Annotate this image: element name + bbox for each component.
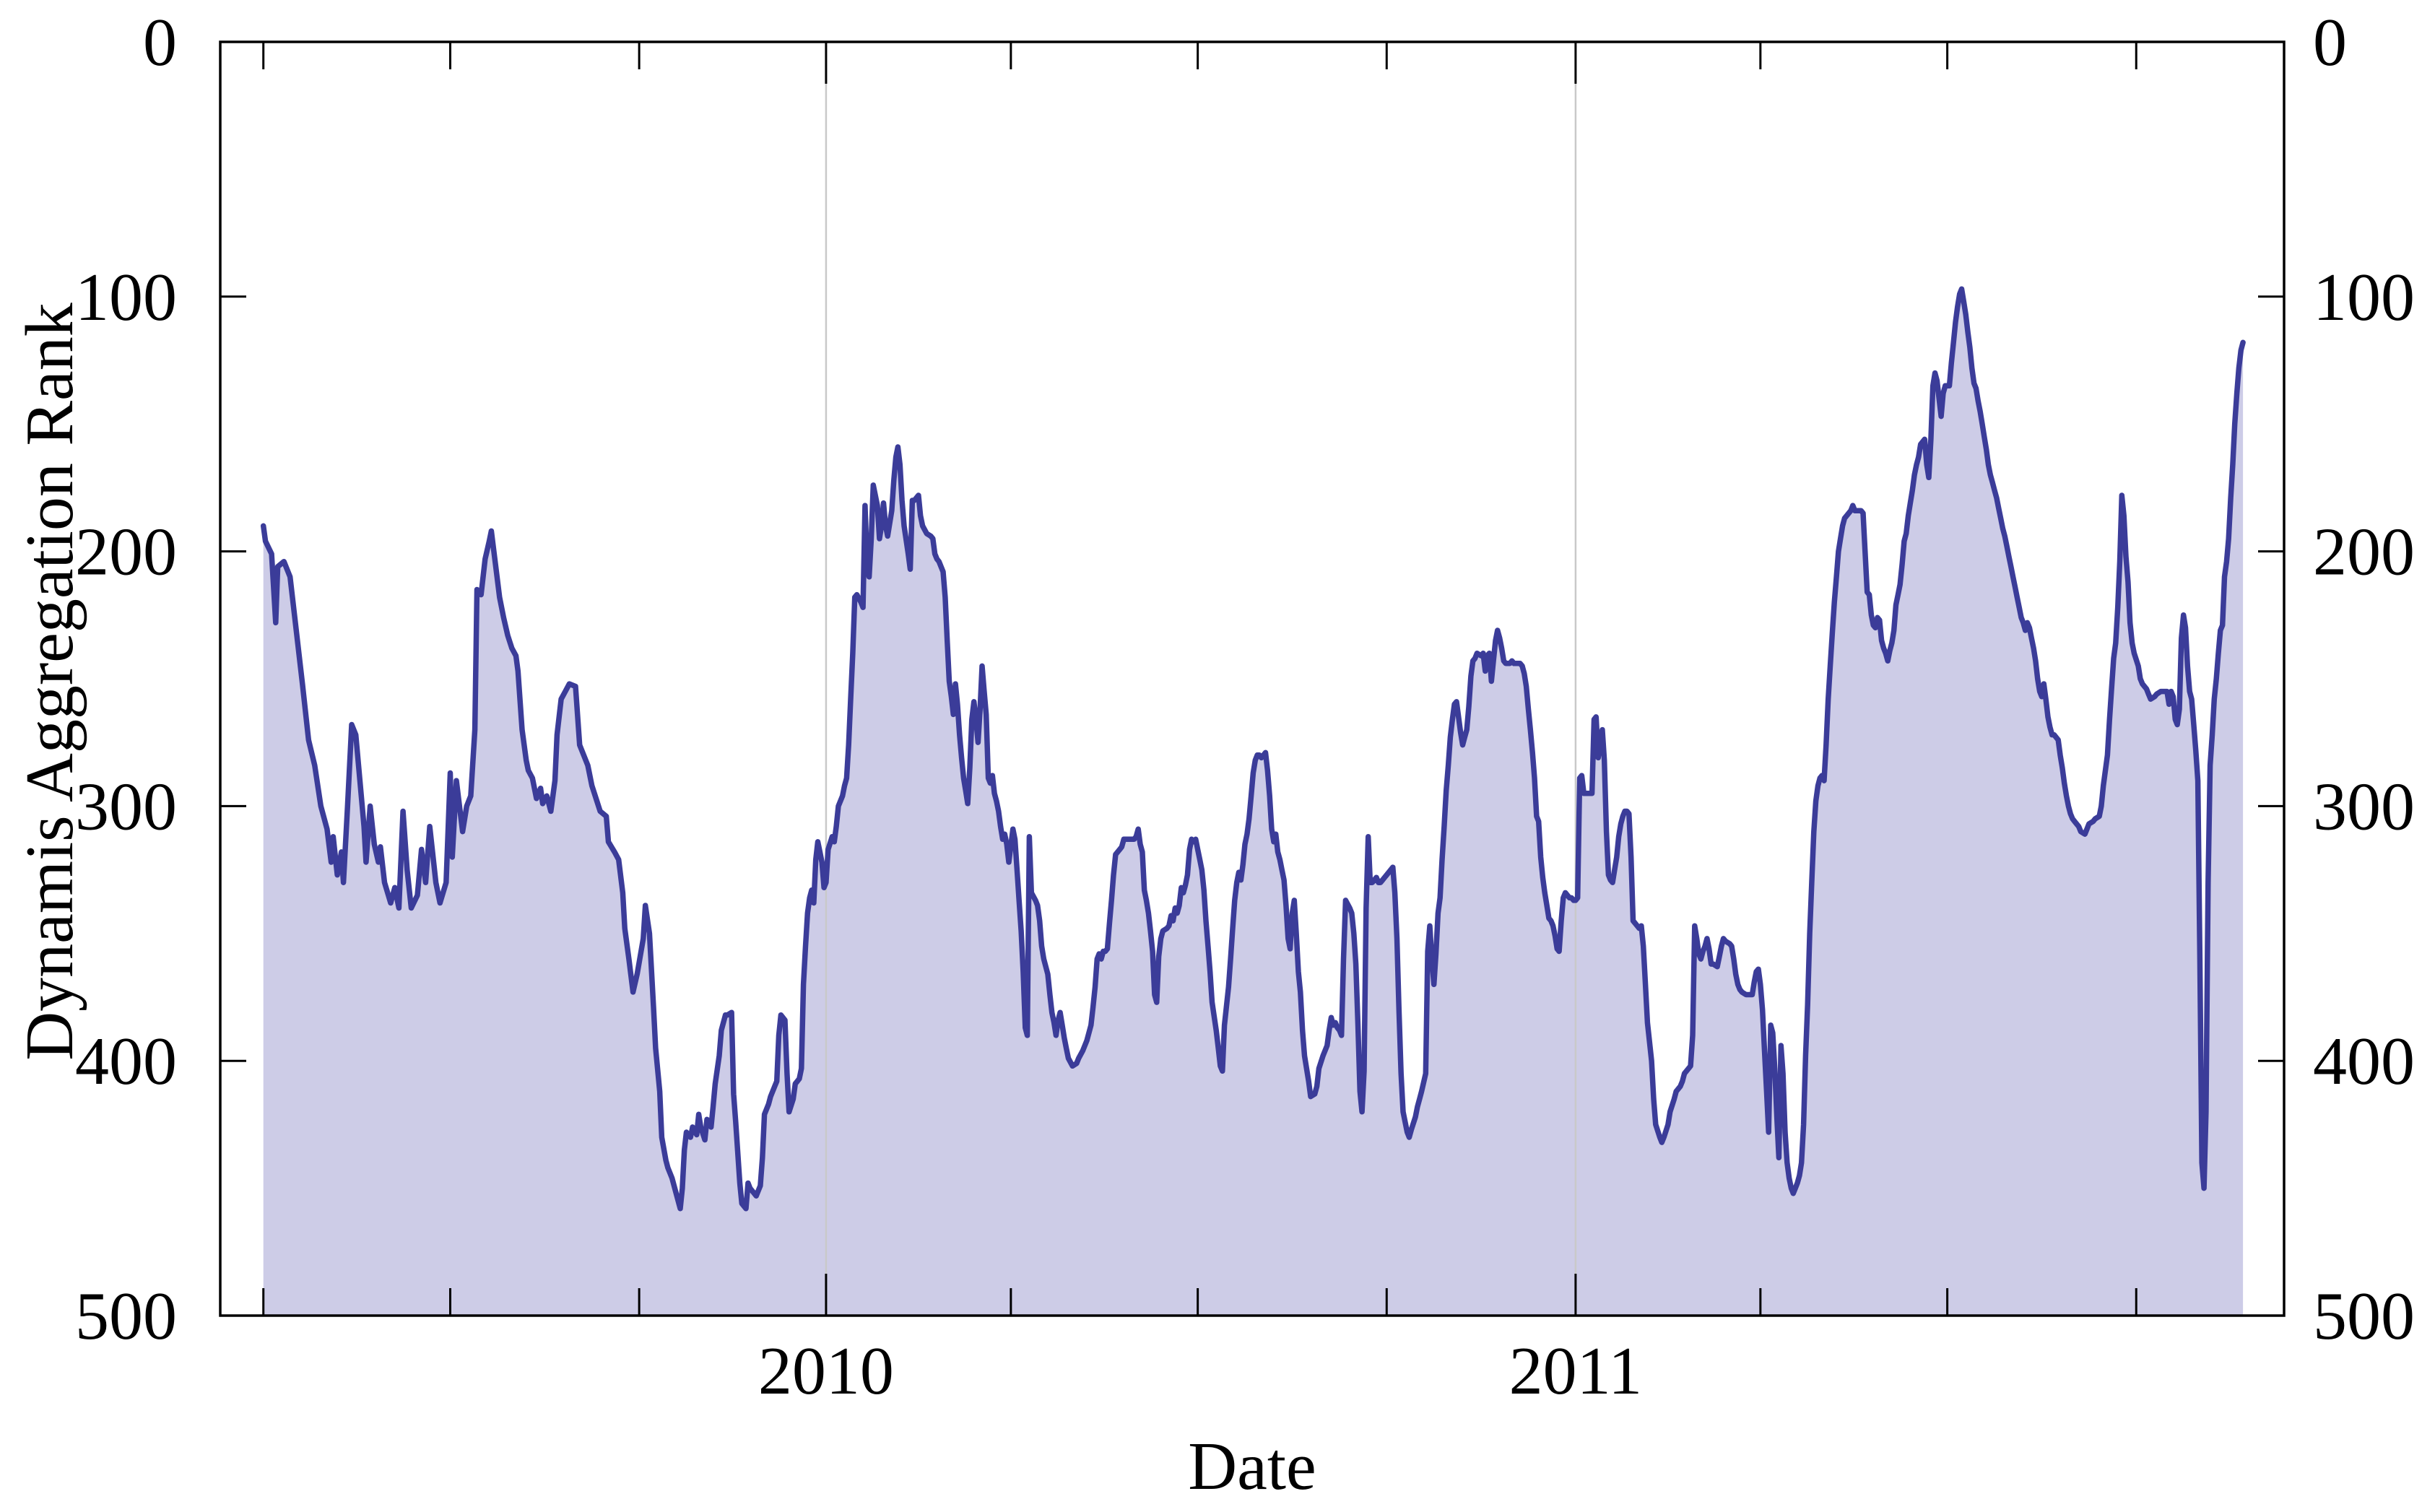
y-tick-label-right: 300 — [2313, 769, 2415, 844]
y-axis-label: Dynamis Aggregation Rank — [12, 303, 87, 1061]
chart-ticks — [220, 40, 2284, 1317]
y-tick-label-left: 200 — [75, 515, 177, 590]
y-tick-labels-right: 0 100 200 300 400 500 — [2313, 5, 2415, 1354]
y-tick-labels-left: 0 100 200 300 400 500 — [75, 5, 177, 1354]
y-tick-label-right: 200 — [2313, 515, 2415, 590]
x-tick-label-year: 2011 — [1509, 1334, 1643, 1409]
x-tick-labels: 2010 2011 — [758, 1334, 1642, 1409]
x-axis-label: Date — [1188, 1429, 1316, 1504]
y-tick-label-right: 100 — [2313, 260, 2415, 335]
rank-line — [260, 286, 2246, 1212]
chart-series-line — [260, 286, 2246, 1212]
plot-frame — [219, 40, 2286, 1317]
y-tick-label-left: 100 — [75, 260, 177, 335]
x-tick-label-year: 2010 — [758, 1334, 894, 1409]
y-tick-label-left: 400 — [75, 1024, 177, 1099]
chart-gridlines — [825, 42, 1577, 1316]
chart-frame — [219, 40, 2286, 1317]
y-tick-label-right: 500 — [2313, 1279, 2415, 1354]
y-tick-label-right: 400 — [2313, 1024, 2415, 1099]
y-tick-label-right: 0 — [2313, 5, 2347, 80]
y-tick-label-left: 0 — [143, 5, 177, 80]
y-tick-label-left: 500 — [75, 1279, 177, 1354]
y-tick-label-left: 300 — [75, 769, 177, 844]
